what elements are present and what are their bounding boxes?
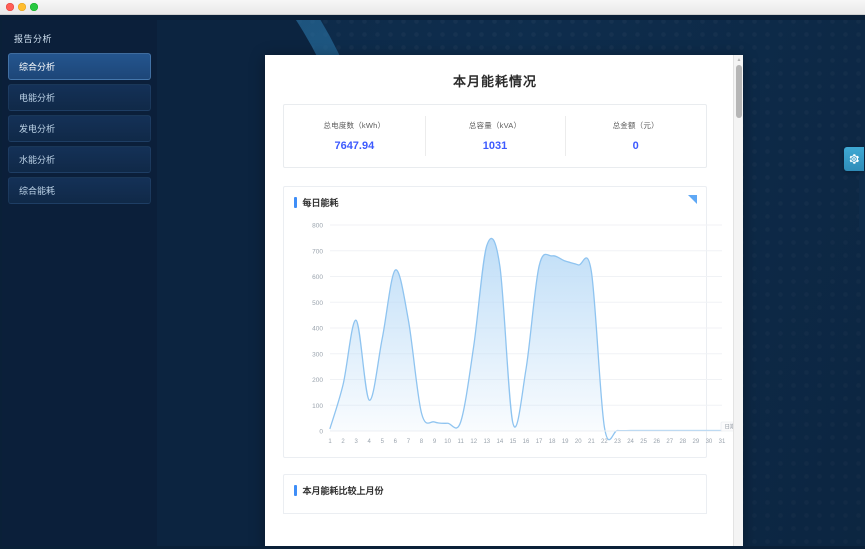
sidebar-item-label: 综合分析 xyxy=(19,62,56,72)
svg-text:0: 0 xyxy=(319,429,323,436)
svg-text:7: 7 xyxy=(407,439,411,445)
sidebar-item-label: 综合能耗 xyxy=(19,186,56,196)
svg-text:100: 100 xyxy=(312,403,323,410)
svg-text:22: 22 xyxy=(601,439,608,445)
corner-triangle-icon[interactable] xyxy=(688,195,697,204)
settings-gear-button[interactable] xyxy=(844,147,864,171)
window-frame-bottom xyxy=(0,546,865,549)
svg-text:23: 23 xyxy=(614,439,621,445)
card-header: 本月能耗比较上月份 xyxy=(284,475,706,505)
daily-consumption-chart[interactable]: 0 100 200 300 400 500 600 700 800 1 2 3 4 5 6 7 8 9 10 11 12… xyxy=(284,217,740,457)
content-scrollbar[interactable]: ▲ xyxy=(733,55,743,549)
svg-text:16: 16 xyxy=(523,439,530,445)
svg-text:21: 21 xyxy=(588,439,595,445)
sidebar: 报告分析 综合分析 电能分析 发电分析 水能分析 综合能耗 xyxy=(2,20,157,549)
page-title: 本月能耗情况 xyxy=(452,74,537,89)
stat-total-capacity: 总容量（kVA） 1031 xyxy=(424,105,566,167)
svg-text:700: 700 xyxy=(312,248,323,255)
svg-text:25: 25 xyxy=(640,439,647,445)
svg-text:17: 17 xyxy=(536,439,543,445)
accent-bar-icon xyxy=(294,484,297,496)
svg-text:11: 11 xyxy=(458,439,465,445)
scroll-up-arrow-icon[interactable]: ▲ xyxy=(736,57,742,63)
svg-text:12: 12 xyxy=(470,439,477,445)
svg-text:29: 29 xyxy=(693,439,700,445)
window-frame-left xyxy=(0,15,2,549)
card-title: 本月能耗比较上月份 xyxy=(302,485,384,496)
svg-text:8: 8 xyxy=(420,439,424,445)
sidebar-item-power-generation-analysis[interactable]: 发电分析 xyxy=(8,115,151,142)
card-header: 每日能耗 xyxy=(284,187,706,217)
stat-total-amount: 总金额（元） 0 xyxy=(565,105,706,167)
svg-text:4: 4 xyxy=(368,439,372,445)
svg-text:6: 6 xyxy=(394,439,398,445)
svg-text:27: 27 xyxy=(666,439,673,445)
sidebar-title: 报告分析 xyxy=(14,34,53,44)
stat-value: 7647.94 xyxy=(334,140,375,152)
svg-text:30: 30 xyxy=(706,439,713,445)
card-title: 每日能耗 xyxy=(302,197,339,208)
right-edge-strip xyxy=(859,170,865,230)
svg-text:1: 1 xyxy=(328,439,332,445)
accent-bar-icon xyxy=(294,196,297,208)
sidebar-item-label: 电能分析 xyxy=(19,93,56,103)
svg-text:日期: 日期 xyxy=(724,424,736,431)
svg-text:500: 500 xyxy=(312,300,323,307)
month-comparison-card: 本月能耗比较上月份 xyxy=(283,474,707,514)
sidebar-item-electric-analysis[interactable]: 电能分析 xyxy=(8,84,151,111)
sidebar-item-water-energy-analysis[interactable]: 水能分析 xyxy=(8,146,151,173)
stat-value: 1031 xyxy=(482,140,508,152)
svg-text:13: 13 xyxy=(483,439,490,445)
svg-text:10: 10 xyxy=(444,439,451,445)
sidebar-item-comprehensive-consumption[interactable]: 综合能耗 xyxy=(8,177,151,204)
svg-text:31: 31 xyxy=(719,439,726,445)
summary-stats-card: 总电度数（kWh） 7647.94 总容量（kVA） 1031 总金额（元） 0 xyxy=(283,104,707,168)
content-panel: 本月能耗情况 总电度数（kWh） 7647.94 总容量（kVA） 1031 总… xyxy=(265,55,743,549)
minimize-window-button[interactable] xyxy=(18,3,26,11)
svg-text:300: 300 xyxy=(312,351,323,358)
daily-consumption-card: 每日能耗 0 100 200 300 400 500 600 700 800 1 2 3 4 5 6 7 8 9 1… xyxy=(283,186,740,458)
svg-text:400: 400 xyxy=(312,326,323,333)
svg-text:200: 200 xyxy=(312,377,323,384)
svg-text:3: 3 xyxy=(354,439,358,445)
svg-text:15: 15 xyxy=(510,439,517,445)
svg-text:24: 24 xyxy=(627,439,634,445)
svg-text:18: 18 xyxy=(549,439,556,445)
svg-text:5: 5 xyxy=(381,439,385,445)
svg-text:2: 2 xyxy=(341,439,345,445)
close-window-button[interactable] xyxy=(6,3,14,11)
app-body: 报告分析 综合分析 电能分析 发电分析 水能分析 综合能耗 本月能耗情况 xyxy=(0,15,865,549)
scrollbar-thumb[interactable] xyxy=(736,65,742,118)
gear-icon xyxy=(849,154,859,164)
svg-text:9: 9 xyxy=(433,439,437,445)
svg-text:19: 19 xyxy=(562,439,569,445)
stat-label: 总容量（kVA） xyxy=(468,121,522,130)
stat-total-kwh: 总电度数（kWh） 7647.94 xyxy=(284,105,425,167)
svg-text:20: 20 xyxy=(575,439,582,445)
svg-text:14: 14 xyxy=(497,439,504,445)
svg-text:600: 600 xyxy=(312,274,323,281)
svg-text:26: 26 xyxy=(653,439,660,445)
svg-text:800: 800 xyxy=(312,223,323,230)
sidebar-item-comprehensive-analysis[interactable]: 综合分析 xyxy=(8,53,151,80)
stat-value: 0 xyxy=(632,140,639,152)
stat-label: 总金额（元） xyxy=(612,121,659,130)
sidebar-item-label: 水能分析 xyxy=(19,155,56,165)
window-frame-top xyxy=(0,15,865,20)
sidebar-item-label: 发电分析 xyxy=(19,124,56,134)
maximize-window-button[interactable] xyxy=(30,3,38,11)
window-titlebar xyxy=(0,0,865,15)
stat-label: 总电度数（kWh） xyxy=(323,121,386,130)
content-scroll-area: 本月能耗情况 总电度数（kWh） 7647.94 总容量（kVA） 1031 总… xyxy=(265,55,740,514)
svg-text:28: 28 xyxy=(679,439,686,445)
